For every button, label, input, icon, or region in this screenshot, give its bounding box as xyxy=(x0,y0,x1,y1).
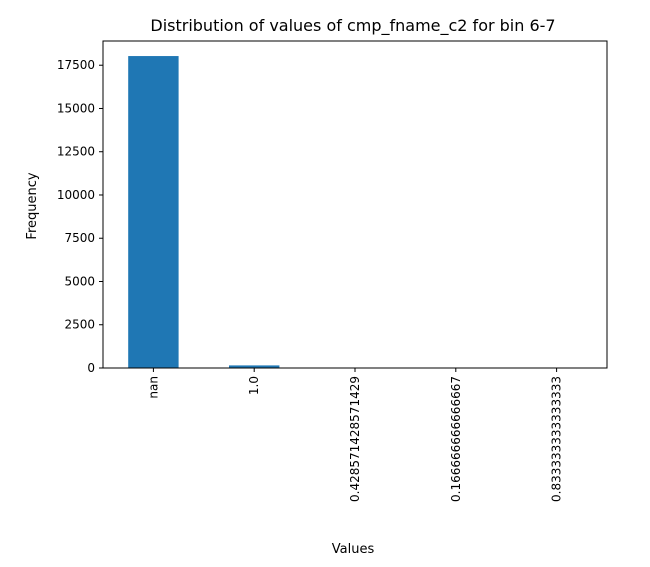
y-tick-label-3: 7500 xyxy=(64,231,95,245)
y-tick-label-5: 12500 xyxy=(57,145,95,159)
chart-title: Distribution of values of cmp_fname_c2 f… xyxy=(150,16,555,36)
y-tick-label-6: 15000 xyxy=(57,101,95,115)
x-tick-label-1: 1.0 xyxy=(247,376,261,395)
y-tick-label-2: 5000 xyxy=(64,274,95,288)
y-tick-label-0: 0 xyxy=(87,361,95,375)
y-tick-label-7: 17500 xyxy=(57,58,95,72)
y-axis-label: Frequency xyxy=(25,172,40,239)
x-axis-label: Values xyxy=(332,542,375,557)
bar-0 xyxy=(128,56,179,369)
x-tick-label-2: 0.428571428571429 xyxy=(348,376,362,502)
x-tick-label-4: 0.833333333333333 xyxy=(550,376,564,502)
plot-area: nan 1.0 0.428571428571429 0.166666666666667… xyxy=(57,40,608,502)
y-tick-label-1: 2500 xyxy=(64,318,95,332)
x-tick-label-3: 0.166666666666667 xyxy=(449,376,463,502)
axes-frame xyxy=(102,40,608,369)
bar-1 xyxy=(229,365,280,368)
x-tick-label-0: nan xyxy=(146,376,160,399)
y-tick-label-4: 10000 xyxy=(57,188,95,202)
